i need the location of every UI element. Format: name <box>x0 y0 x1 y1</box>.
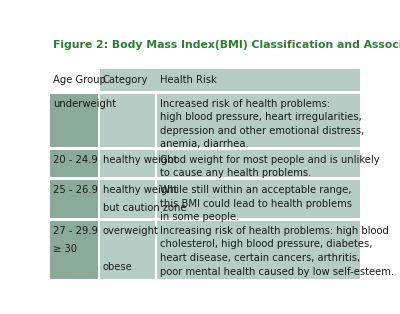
Text: Increasing risk of health problems: high blood
cholesterol, high blood pressure,: Increasing risk of health problems: high… <box>160 226 394 277</box>
Bar <box>50 218 360 221</box>
Bar <box>155 221 157 279</box>
Bar <box>50 69 100 91</box>
Bar <box>50 177 360 180</box>
Text: Category: Category <box>103 75 148 85</box>
Text: Good weight for most people and is unlikely
to cause any health problems.: Good weight for most people and is unlik… <box>160 154 380 178</box>
Bar <box>98 150 100 177</box>
Bar <box>155 150 157 177</box>
Bar <box>100 180 360 218</box>
Bar <box>155 180 157 218</box>
Text: 25 - 26.9: 25 - 26.9 <box>53 185 98 195</box>
Text: While still within an acceptable range,
this BMI could lead to health problems
i: While still within an acceptable range, … <box>160 185 352 222</box>
Bar <box>50 221 100 279</box>
Bar <box>98 94 100 147</box>
Bar <box>100 221 360 279</box>
Text: overweight

obese: overweight obese <box>103 226 158 272</box>
Text: Figure 2: Body Mass Index(BMI) Classification and Associated Health Risks¹: Figure 2: Body Mass Index(BMI) Classific… <box>53 40 400 50</box>
Text: 20 - 24.9: 20 - 24.9 <box>53 154 98 165</box>
Bar <box>50 147 360 150</box>
Bar <box>50 180 100 218</box>
Bar <box>50 91 360 94</box>
Bar <box>100 94 360 147</box>
Text: healthy weight
but caution zone: healthy weight but caution zone <box>103 185 186 213</box>
Text: 27 - 29.9
≥ 30: 27 - 29.9 ≥ 30 <box>53 226 98 254</box>
Bar <box>155 94 157 147</box>
Bar <box>50 94 100 147</box>
Bar <box>50 150 100 177</box>
Text: Health Risk: Health Risk <box>160 75 217 85</box>
Bar <box>98 221 100 279</box>
Text: Age Group: Age Group <box>53 75 106 85</box>
Text: underweight: underweight <box>53 99 116 109</box>
Text: healthy weight: healthy weight <box>103 154 177 165</box>
Bar <box>100 69 360 91</box>
Bar <box>98 180 100 218</box>
Text: Increased risk of health problems:
high blood pressure, heart irregularities,
de: Increased risk of health problems: high … <box>160 99 364 149</box>
Bar <box>100 150 360 177</box>
